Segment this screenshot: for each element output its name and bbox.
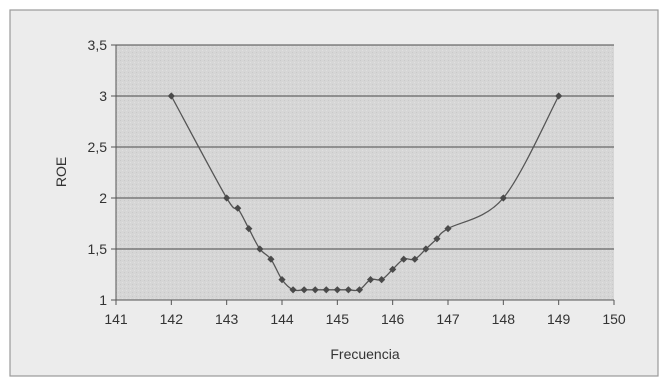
data-point — [555, 92, 563, 100]
data-point — [400, 255, 408, 263]
data-point — [366, 276, 375, 284]
data-point — [333, 286, 341, 294]
y-tick-label: 3,5 — [88, 37, 108, 53]
y-tick-label: 1,5 — [88, 241, 108, 257]
x-tick-label: 141 — [104, 311, 128, 327]
data-point — [256, 245, 264, 253]
x-tick-label: 144 — [270, 311, 294, 327]
data-point — [223, 194, 231, 202]
data-point — [378, 276, 386, 284]
axes — [115, 45, 614, 301]
x-axis-label: Frecuencia — [330, 346, 399, 362]
y-tick-label: 1 — [99, 292, 107, 308]
series-line — [170, 95, 560, 292]
data-point — [311, 286, 319, 294]
data-point — [234, 204, 242, 212]
y-axis-label: ROE — [53, 157, 69, 187]
x-tick-label: 143 — [215, 311, 239, 327]
x-tick-label: 146 — [381, 311, 405, 327]
x-tick-label: 147 — [436, 311, 460, 327]
x-tick-label: 145 — [326, 311, 350, 327]
x-ticks: 141 142 143 144 145 146 147 148 149 150 — [104, 300, 626, 327]
data-point — [422, 245, 430, 253]
data-point — [433, 235, 441, 243]
data-point — [389, 265, 397, 273]
plot-area — [116, 45, 614, 300]
x-tick-label: 142 — [160, 311, 184, 327]
data-point — [411, 255, 419, 263]
data-point — [344, 286, 352, 294]
x-tick-label: 150 — [602, 311, 626, 327]
data-point — [300, 286, 308, 294]
data-point — [355, 286, 364, 294]
data-point — [289, 286, 297, 294]
data-point — [267, 255, 275, 263]
data-point — [278, 276, 286, 284]
data-point — [499, 194, 507, 202]
data-point — [167, 92, 175, 100]
y-tick-label: 2,5 — [88, 139, 108, 155]
x-tick-label: 149 — [547, 311, 571, 327]
data-point — [322, 286, 330, 294]
markers — [167, 92, 563, 294]
data-point — [245, 225, 253, 233]
data-point — [444, 225, 452, 233]
y-tick-label: 3 — [99, 88, 107, 104]
x-tick-label: 148 — [492, 311, 516, 327]
y-ticks: 1 1,5 2 2,5 3 3,5 — [88, 37, 116, 308]
y-tick-label: 2 — [99, 190, 107, 206]
